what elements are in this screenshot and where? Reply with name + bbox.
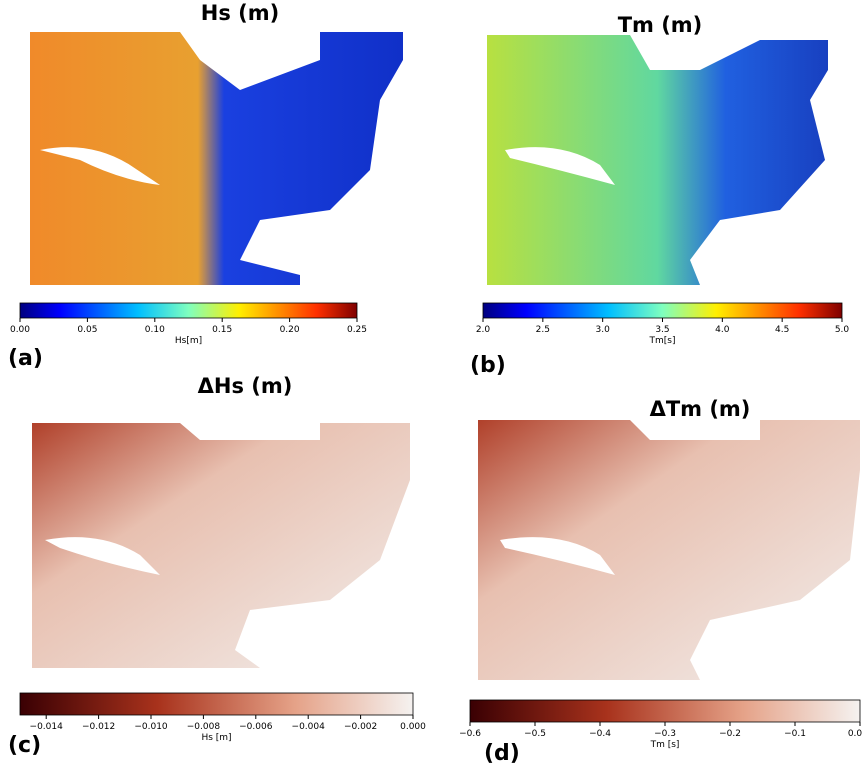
tick-label: 3.5 [655, 325, 669, 335]
tick-label: −0.4 [589, 729, 611, 739]
panel-letter: (c) [8, 733, 41, 758]
tick-label: −0.3 [654, 729, 676, 739]
panel-title: ΔHs (m) [198, 374, 293, 398]
tick-label: 3.0 [596, 325, 611, 335]
tick-label: 0.00 [10, 325, 30, 335]
panel-title: Hs (m) [201, 1, 279, 25]
panel-title: ΔTm (m) [650, 397, 751, 421]
tick-label: 0.25 [347, 325, 367, 335]
map-d [478, 420, 860, 680]
tick-label: 0.20 [280, 325, 300, 335]
colorbar [19, 692, 414, 716]
panel-letter: (b) [470, 353, 506, 378]
colorbar [469, 699, 861, 723]
tick-label: 4.0 [715, 325, 730, 335]
colorbar-label: Tm [s] [650, 740, 680, 750]
tick-label: 0.0 [848, 729, 863, 739]
tick-label: 0.000 [400, 722, 426, 732]
tick-label: 0.05 [77, 325, 97, 335]
tick-label: −0.2 [719, 729, 741, 739]
tick-label: 5.0 [835, 325, 850, 335]
tick-label: −0.5 [524, 729, 546, 739]
tick-label: −0.008 [187, 722, 221, 732]
map-c [32, 423, 410, 668]
panel-title: Tm (m) [618, 13, 703, 37]
colorbar-label: Hs [m] [201, 733, 231, 743]
tick-label: −0.1 [784, 729, 806, 739]
colorbar-label: Tm[s] [649, 336, 676, 346]
tick-label: 2.5 [536, 325, 550, 335]
map-b [487, 35, 828, 285]
tick-label: −0.014 [30, 722, 64, 732]
tick-label: −0.6 [459, 729, 481, 739]
maps [30, 32, 860, 680]
tick-label: 4.5 [775, 325, 789, 335]
colorbar [19, 302, 358, 319]
colorbar [482, 302, 843, 319]
tick-label: 0.10 [145, 325, 165, 335]
colorbar-label: Hs[m] [175, 336, 202, 346]
tick-label: −0.004 [292, 722, 326, 732]
panel-letter: (a) [8, 346, 43, 371]
tick-label: −0.010 [134, 722, 168, 732]
map-a [30, 32, 403, 285]
tick-label: −0.002 [344, 722, 377, 732]
tick-label: 0.15 [212, 325, 232, 335]
tick-label: −0.006 [239, 722, 273, 732]
tick-label: −0.012 [82, 722, 115, 732]
tick-label: 2.0 [476, 325, 491, 335]
panel-letter: (d) [484, 741, 520, 766]
